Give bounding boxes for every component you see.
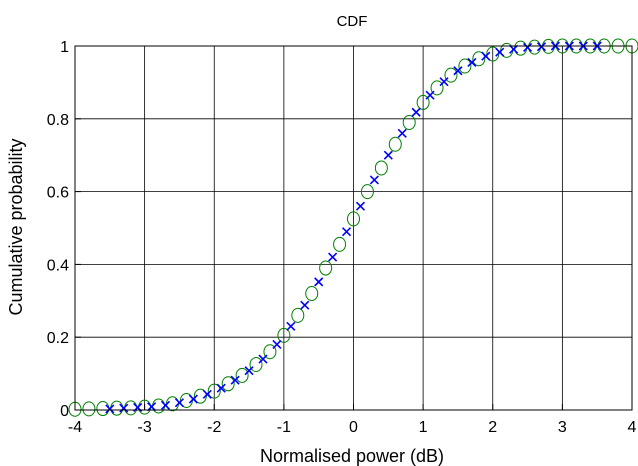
x-marker [202,389,212,399]
x-marker [300,300,310,310]
circle-marker [472,51,486,67]
x-marker [105,404,115,414]
circle-marker [528,39,542,55]
circle-marker [374,160,388,176]
x-marker [119,403,129,413]
x-marker [160,400,171,410]
x-marker [425,90,435,100]
x-marker [174,398,185,408]
series-1-x-markers [105,41,602,414]
x-tick-label: -3 [138,419,152,436]
grid-lines [74,45,633,411]
x-marker [272,339,282,350]
circle-marker [319,260,333,276]
circle-marker [96,401,110,417]
circle-marker [207,383,221,399]
x-marker [536,42,547,52]
x-tick-label: 3 [558,419,567,436]
circle-marker [388,136,402,152]
x-marker [411,107,421,117]
x-marker [495,47,505,57]
y-tick-label: 0.6 [47,185,69,202]
x-marker [369,175,379,185]
circle-marker [263,344,277,360]
x-axis-label: Normalised power (dB) [260,446,444,466]
x-marker [216,383,226,393]
x-marker [341,227,352,237]
x-marker [355,201,366,211]
x-marker [467,57,477,67]
y-tick-label: 0.4 [47,257,69,274]
x-marker [314,277,324,287]
circle-marker [235,367,249,383]
x-tick-label: 2 [488,419,497,436]
x-marker [439,77,449,87]
x-marker [258,354,268,364]
axes-frame [74,45,633,411]
circle-marker [82,401,96,417]
x-tick-label: -1 [277,419,291,436]
circle-marker [124,400,138,416]
circle-marker [333,236,347,252]
x-marker [286,321,296,331]
circle-marker [305,286,319,302]
circle-marker [277,327,291,343]
x-marker [383,150,393,160]
x-tick-label: 0 [349,419,358,436]
y-tick-label: 0.2 [47,330,69,347]
x-tick-label: -2 [207,419,221,436]
circle-marker [430,80,444,96]
x-marker [147,402,157,412]
circle-marker [458,58,472,74]
y-tick-label: 0.8 [47,112,69,129]
y-tick-label: 1 [60,39,69,56]
x-tick-label: 4 [628,419,637,436]
circle-marker [221,376,235,392]
circle-marker [347,211,360,227]
x-tick-label: 1 [419,419,428,436]
x-marker [522,42,533,53]
tick-labels: -4 -3 -2 -1 0 1 2 3 4 0 0.2 0.4 0.6 0.8 1 [47,39,637,436]
circle-marker [416,94,430,110]
x-marker [397,128,407,138]
y-axis-label: Cumulative probability [6,138,26,315]
x-marker [509,44,519,54]
circle-marker [291,307,305,323]
x-marker [188,394,198,404]
x-marker [453,66,463,76]
x-marker [244,366,254,376]
chart-title: CDF [337,13,368,30]
y-tick-label: 0 [60,403,69,420]
circle-marker [360,184,374,200]
x-marker [230,375,240,385]
circle-marker [110,400,124,416]
circle-marker [152,398,166,414]
x-marker [328,252,338,262]
x-marker [481,51,491,61]
circle-marker [249,357,263,372]
circle-marker [444,67,458,83]
circle-marker [402,114,416,130]
x-tick-label: -4 [68,419,82,436]
